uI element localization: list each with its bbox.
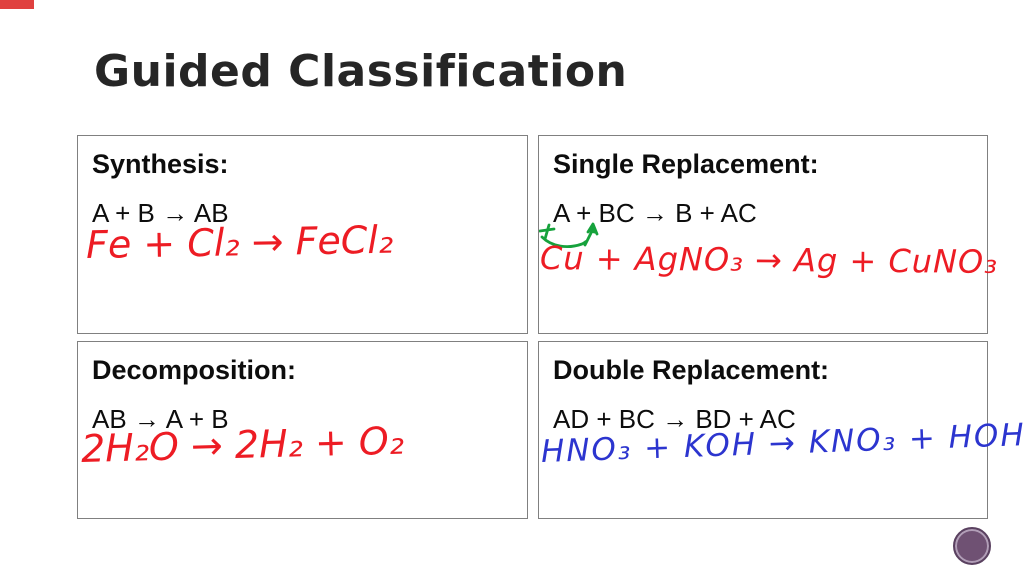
synthesis-title: Synthesis: bbox=[92, 149, 229, 179]
single-replacement-handwritten-example: Cu + AgNO₃ → Ag + CuNO₃ bbox=[539, 239, 999, 281]
synthesis-formula: A + B → AB bbox=[92, 198, 229, 228]
decomposition-title: Decomposition: bbox=[92, 355, 297, 385]
slide-title: Guided Classification bbox=[94, 46, 628, 97]
corner-accent-bar bbox=[0, 0, 34, 9]
slide-footer-logo-dot bbox=[953, 527, 991, 565]
synthesis-box: Synthesis: A + B → AB Fe + Cl₂ → FeCl₂ bbox=[77, 135, 528, 334]
decomposition-handwritten-example: 2H₂O → 2H₂ + O₂ bbox=[80, 418, 405, 471]
double-replacement-box: Double Replacement: AD + BC → BD + AC HN… bbox=[538, 341, 1024, 519]
double-replacement-title: Double Replacement: bbox=[553, 355, 830, 385]
green-swap-arrow-icon bbox=[539, 222, 599, 249]
decomposition-box: Decomposition: AB → A + B 2H₂O → 2H₂ + O… bbox=[77, 341, 528, 519]
single-replacement-formula: A + BC → B + AC bbox=[553, 198, 757, 228]
single-replacement-box: Single Replacement: A + BC → B + AC Cu +… bbox=[538, 135, 998, 334]
synthesis-handwritten-example: Fe + Cl₂ → FeCl₂ bbox=[85, 217, 394, 267]
single-replacement-title: Single Replacement: bbox=[553, 149, 819, 179]
double-replacement-formula: AD + BC → BD + AC bbox=[553, 404, 796, 434]
decomposition-formula: AB → A + B bbox=[92, 404, 229, 434]
